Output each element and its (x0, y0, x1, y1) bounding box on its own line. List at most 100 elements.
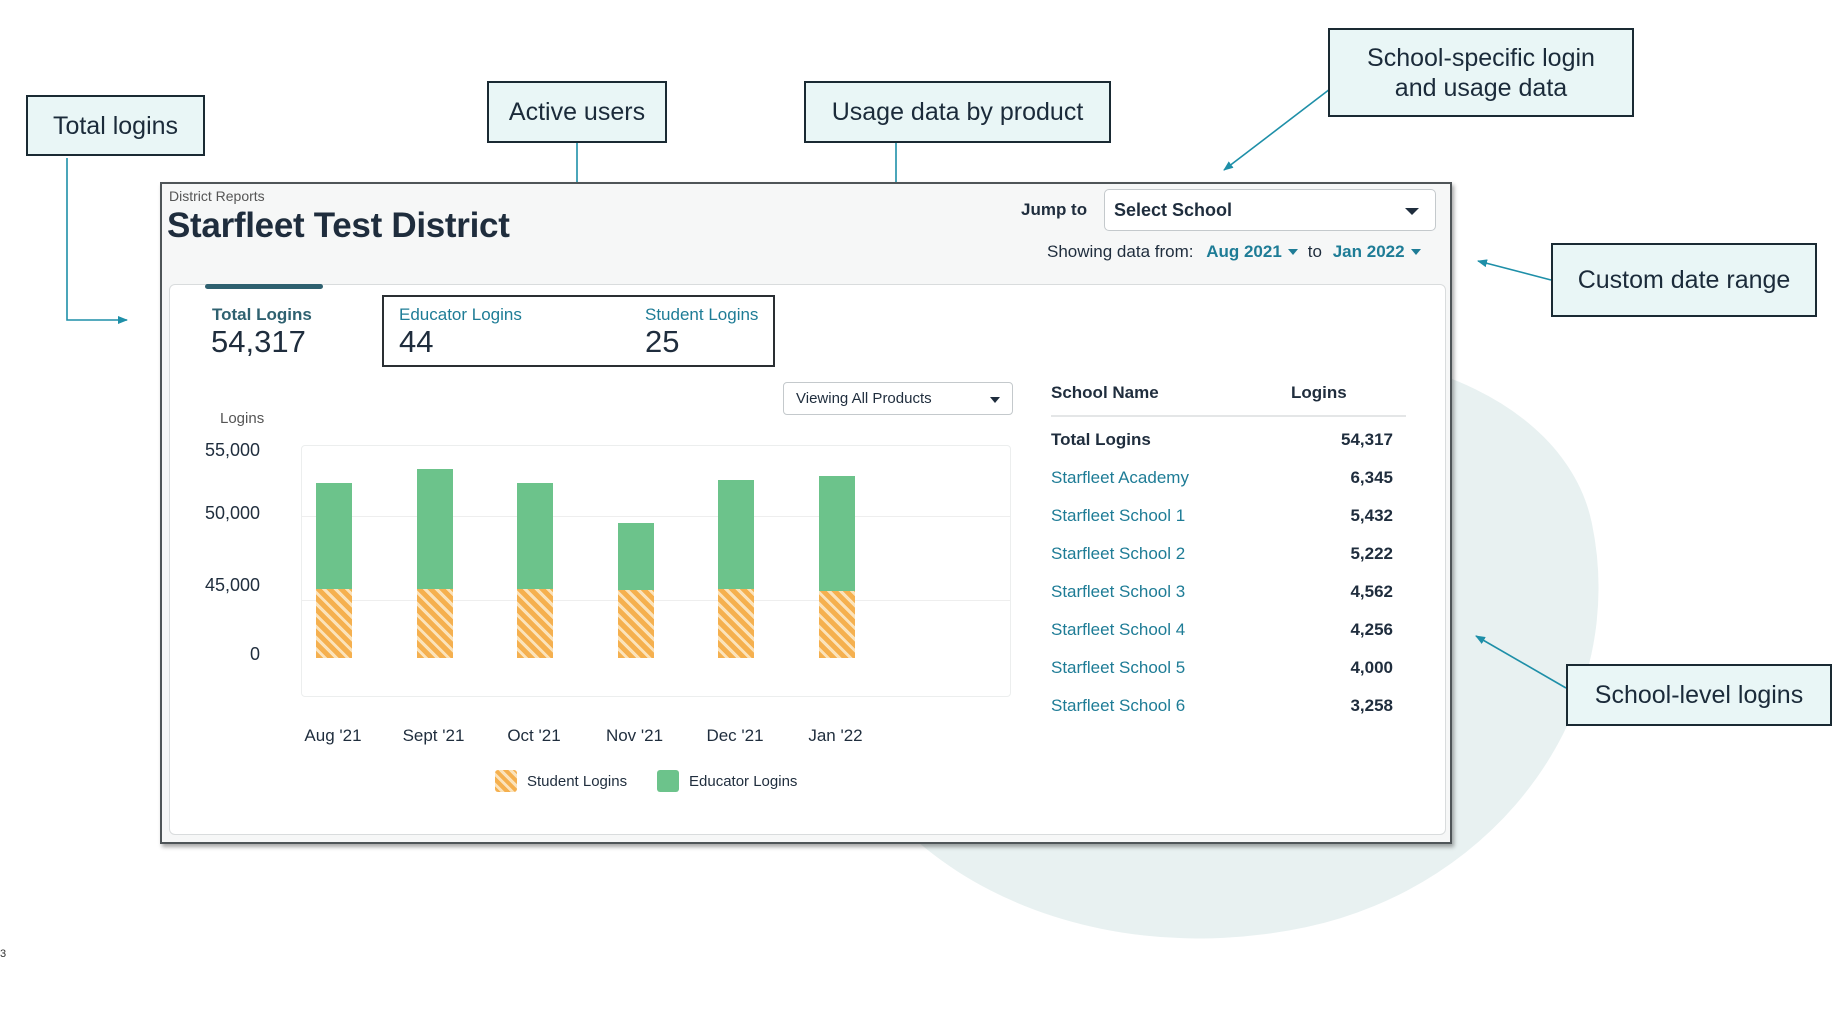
x-tick-label: Jan '22 (808, 726, 863, 745)
bar-segment-student (718, 589, 754, 658)
educator-logins-label: Educator Logins (399, 305, 522, 324)
student-logins-value: 25 (645, 324, 680, 359)
table-row[interactable]: Starfleet School 3 4,562 (1051, 582, 1393, 606)
arrow-custom-date-range (1477, 259, 1552, 281)
school-name-link[interactable]: Starfleet Academy (1051, 468, 1189, 487)
chart-plot-area (301, 445, 1011, 697)
legend-student-logins: Student Logins (495, 770, 627, 792)
total-logins-value: 54,317 (211, 324, 306, 359)
bar-segment-student (617, 590, 654, 658)
y-tick-label: 50,000 (204, 503, 260, 523)
chevron-down-icon (1405, 208, 1419, 215)
gridline (302, 600, 1010, 601)
bar-segment-student (316, 589, 352, 658)
bar-segment-student (517, 589, 553, 658)
x-tick-label: Oct '21 (507, 726, 561, 745)
legend-label: Student Logins (527, 772, 628, 790)
y-tick-label: 55,000 (204, 440, 260, 460)
callout-total-logins: Total logins (26, 95, 205, 156)
chart-bar[interactable] (316, 446, 352, 698)
bar-segment-educator (617, 523, 654, 591)
school-name-link[interactable]: Starfleet School 6 (1051, 696, 1186, 715)
date-range: Showing data from: Aug 2021 to Jan 2022 (1047, 242, 1431, 262)
report-card: Total Logins 54,317 Educator Logins 44 S… (169, 284, 1446, 835)
chevron-down-icon[interactable] (1410, 248, 1421, 255)
school-logins: 4,000 (1350, 658, 1393, 677)
school-logins: 54,317 (1341, 430, 1393, 449)
legend-label: Educator Logins (689, 772, 798, 790)
page-title: Starfleet Test District (167, 206, 510, 245)
x-tick-label: Nov '21 (605, 726, 664, 745)
table-row[interactable]: Starfleet School 1 5,432 (1051, 506, 1393, 530)
chart-bar[interactable] (818, 446, 855, 698)
chart-bar[interactable] (416, 446, 453, 698)
gridline (302, 516, 1010, 517)
x-tick-label: Aug '21 (304, 726, 362, 745)
x-tick-label: Dec '21 (706, 726, 764, 745)
y-axis-label: Logins (220, 410, 265, 427)
arrow-school-level (1475, 635, 1567, 689)
callout-usage-by-product: Usage data by product (804, 81, 1111, 143)
school-logins: 5,432 (1350, 506, 1393, 525)
table-header-divider (1051, 415, 1406, 417)
chart-bar[interactable] (617, 446, 654, 698)
arrow-school-specific (1223, 88, 1331, 171)
district-report-panel: District Reports Starfleet Test District… (160, 182, 1452, 844)
arrow-total-logins (66, 158, 128, 324)
school-name-link[interactable]: Starfleet School 2 (1051, 544, 1186, 563)
chart-bar[interactable] (718, 446, 754, 698)
table-row-total: Total Logins 54,317 (1051, 430, 1393, 454)
table-row[interactable]: Starfleet School 4 4,256 (1051, 620, 1393, 644)
school-select[interactable]: Select School (1104, 189, 1436, 231)
bar-segment-educator (718, 480, 754, 590)
student-logins-label: Student Logins (645, 305, 759, 324)
bar-segment-educator (316, 482, 352, 590)
table-row[interactable]: Starfleet Academy 6,345 (1051, 468, 1393, 492)
active-users-box (382, 295, 775, 367)
date-to-select[interactable]: Jan 2022 (1332, 242, 1405, 261)
date-from-select[interactable]: Aug 2021 (1206, 242, 1282, 261)
date-range-separator: to (1307, 242, 1322, 261)
educator-logins-value: 44 (399, 324, 434, 359)
bar-segment-educator (416, 468, 453, 589)
legend-swatch-student (495, 770, 517, 792)
table-row[interactable]: Starfleet School 6 3,258 (1051, 696, 1393, 720)
date-range-prefix: Showing data from: (1047, 242, 1194, 261)
legend-swatch-educator (657, 770, 679, 792)
school-logins: 6,345 (1350, 468, 1393, 487)
school-logins: 3,258 (1350, 696, 1393, 715)
bar-segment-educator (818, 476, 855, 592)
bar-segment-student (416, 588, 453, 658)
page-number: 3 (0, 948, 7, 960)
school-logins: 4,562 (1350, 582, 1393, 601)
table-row[interactable]: Starfleet School 5 4,000 (1051, 658, 1393, 682)
school-select-value: Select School (1114, 200, 1233, 220)
school-logins: 5,222 (1350, 544, 1393, 563)
y-tick-label: 0 (249, 644, 260, 664)
bar-segment-student (818, 591, 855, 658)
active-tab-indicator (205, 284, 323, 289)
product-filter-select[interactable]: Viewing All Products (783, 382, 1013, 415)
school-name-link[interactable]: Starfleet School 1 (1051, 506, 1186, 525)
bar-segment-educator (517, 482, 553, 590)
total-logins-label: Total Logins (212, 305, 312, 324)
logins-header: Logins (1291, 383, 1347, 402)
breadcrumb[interactable]: District Reports (169, 188, 265, 204)
x-tick-label: Sept '21 (402, 726, 465, 745)
y-tick-label: 45,000 (204, 575, 260, 595)
callout-school-specific: School-specific login and usage data (1328, 28, 1634, 117)
school-name-link[interactable]: Starfleet School 5 (1051, 658, 1186, 677)
school-logins: 4,256 (1350, 620, 1393, 639)
callout-school-level-logins: School-level logins (1566, 664, 1832, 726)
product-filter-value: Viewing All Products (796, 390, 932, 407)
school-name: Total Logins (1051, 430, 1151, 449)
school-name-header: School Name (1051, 383, 1159, 402)
table-row[interactable]: Starfleet School 2 5,222 (1051, 544, 1393, 568)
school-name-link[interactable]: Starfleet School 4 (1051, 620, 1186, 639)
chart-bar[interactable] (517, 446, 553, 698)
school-name-link[interactable]: Starfleet School 3 (1051, 582, 1186, 601)
chevron-down-icon[interactable] (1287, 248, 1298, 255)
callout-active-users: Active users (487, 81, 667, 143)
callout-custom-date-range: Custom date range (1551, 243, 1817, 317)
legend-educator-logins: Educator Logins (657, 770, 797, 792)
